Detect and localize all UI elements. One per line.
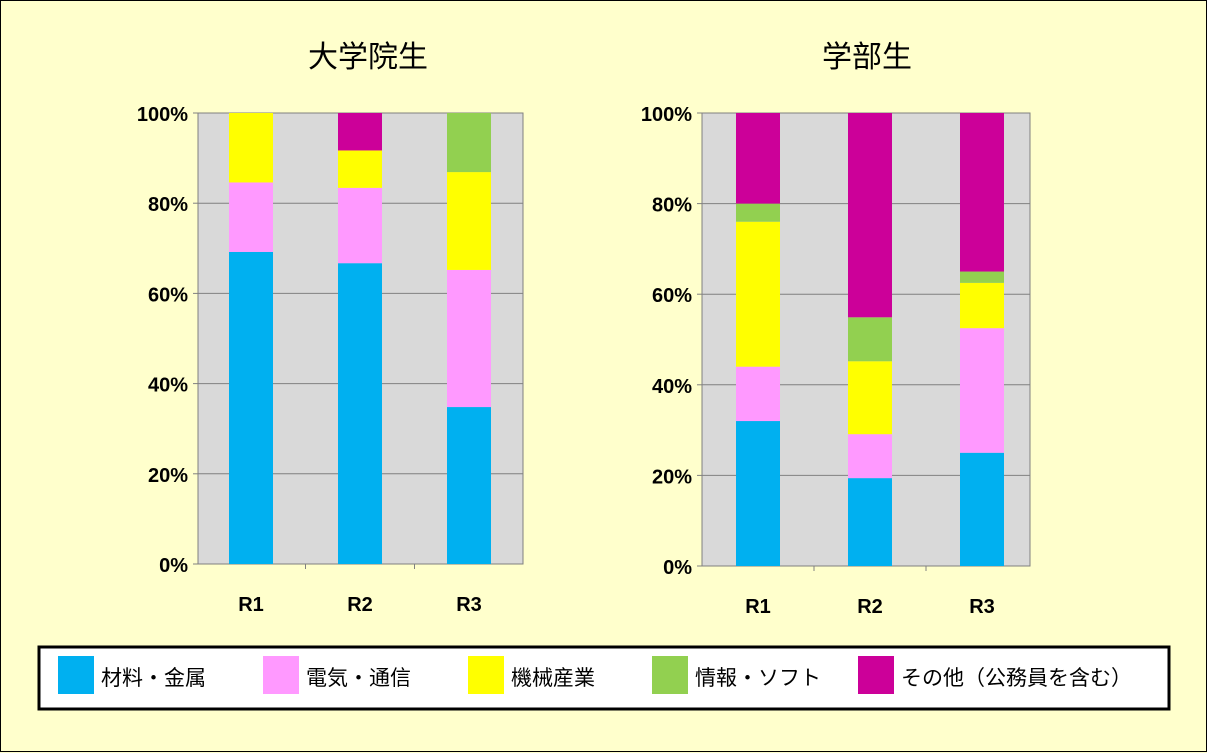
y-tick-label: 100%	[137, 104, 188, 126]
chart-panel-2: 学部生 0% 20% 40% 60% 80% 100% R1 R2 R3	[641, 40, 1031, 618]
x-tick-label: R2	[347, 594, 373, 616]
bar-r1-series-3	[736, 221, 780, 367]
y-tick-label: 40%	[148, 375, 188, 397]
x-tick-label: R3	[456, 594, 482, 616]
bar-r2-series-2	[848, 434, 892, 479]
y-tick-label: 60%	[148, 284, 188, 306]
x-tick-label: R2	[857, 596, 883, 618]
y-tick-label: 20%	[652, 466, 692, 488]
bar-r1-series-2	[736, 366, 780, 422]
legend-swatch	[263, 656, 299, 694]
bar-r3-series-1	[447, 407, 491, 564]
bar-r2-series-1	[848, 478, 892, 566]
bar-r3-series-5	[960, 113, 1004, 272]
bar-r2-series-5	[848, 113, 892, 318]
chart-title: 学部生	[822, 40, 912, 75]
y-tick-label: 80%	[652, 195, 692, 217]
legend-label: 電気・通信	[306, 666, 411, 690]
legend-label: その他（公務員を含む）	[901, 666, 1132, 690]
bar-r1-series-5	[736, 113, 780, 204]
x-tick-label: R1	[745, 596, 771, 618]
chart-panel-1: 大学院生 0% 20% 40% 60% 80% 100% R1 R2 R3	[137, 40, 524, 616]
legend-swatch	[652, 656, 688, 694]
legend-label: 機械産業	[511, 666, 595, 690]
chart-title: 大学院生	[308, 40, 428, 75]
bar-r1-series-4	[736, 203, 780, 222]
bar-r3-series-4	[960, 271, 1004, 283]
y-tick-label: 100%	[641, 104, 692, 126]
bar-r1-series-1	[229, 251, 273, 564]
bar-r2-series-3	[338, 150, 382, 188]
y-tick-label: 40%	[652, 376, 692, 398]
bar-r3-series-1	[960, 452, 1004, 566]
bar-r1-series-1	[736, 421, 780, 566]
legend-swatch	[858, 656, 894, 694]
y-tick-label: 20%	[148, 465, 188, 487]
y-tick-label: 80%	[148, 194, 188, 216]
legend-swatch	[58, 656, 94, 694]
x-tick-label: R3	[969, 596, 995, 618]
y-tick-label: 0%	[663, 557, 692, 579]
bar-r2-series-2	[338, 187, 382, 264]
legend-swatch	[468, 656, 504, 694]
bar-r3-series-2	[447, 269, 491, 408]
bar-r1-series-2	[229, 182, 273, 252]
bar-r3-series-3	[960, 282, 1004, 329]
bar-r3-series-3	[447, 172, 491, 270]
bar-r2-series-5	[338, 113, 382, 151]
legend-label: 情報・ソフト	[695, 666, 821, 690]
legend-box	[37, 645, 1171, 711]
bar-r1-series-3	[229, 113, 273, 183]
legend: 材料・金属 電気・通信 機械産業 情報・ソフト その他（公務員を含む）	[37, 645, 1171, 711]
bar-r2-series-1	[338, 263, 382, 564]
bar-r2-series-3	[848, 361, 892, 435]
y-tick-label: 0%	[159, 555, 188, 577]
y-tick-label: 60%	[652, 285, 692, 307]
bar-r3-series-2	[960, 328, 1004, 453]
x-tick-label: R1	[238, 594, 264, 616]
bar-r2-series-4	[848, 317, 892, 362]
legend-label: 材料・金属	[101, 666, 206, 690]
bar-r3-series-4	[447, 113, 491, 173]
